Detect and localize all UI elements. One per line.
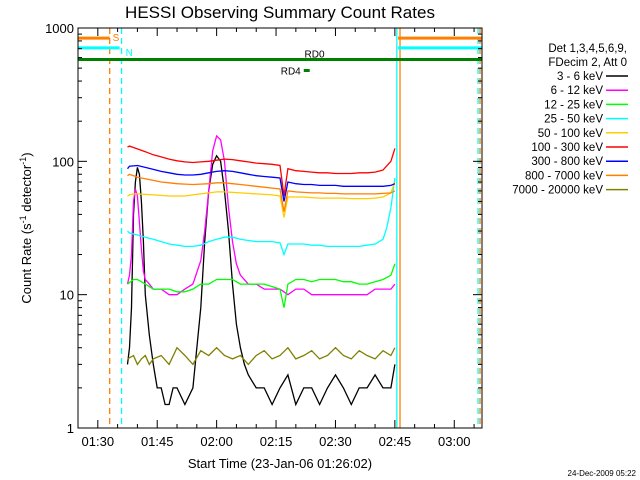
legend-header-line-1: Det 1,3,4,5,6,9, — [548, 43, 627, 55]
flag-label-0: S — [113, 33, 120, 44]
legend-entry-3: 25 - 50 keV — [544, 114, 603, 126]
legend-entry-2: 12 - 25 keV — [544, 99, 603, 111]
legend-entry-0: 3 - 6 keV — [557, 71, 603, 83]
y-axis: 1 10 100 1000 — [45, 21, 482, 436]
y-axis-label: Count Rate (s-1 detector-1) — [18, 152, 34, 303]
flag-label-2: RD0 — [305, 50, 325, 61]
x-tick-label-1: 01:45 — [141, 434, 174, 449]
x-tick-label-0: 01:30 — [82, 434, 115, 449]
legend: Det 1,3,4,5,6,9, FDecim 2, Att 0 3 - 6 k… — [512, 43, 628, 197]
x-tick-label-4: 02:30 — [319, 434, 352, 449]
x-tick-label-3: 02:15 — [260, 434, 293, 449]
x-tick-label-5: 02:45 — [379, 434, 412, 449]
series-line-5 — [127, 145, 396, 197]
series-line-3 — [127, 177, 396, 257]
flag-label-1: N — [126, 48, 133, 59]
flag-label-3: RD4 — [281, 67, 301, 78]
series-line-6 — [126, 164, 396, 202]
plot-frame — [77, 27, 483, 429]
y-tick-label-1: 10 — [60, 288, 74, 303]
legend-header-line-2: FDecim 2, Att 0 — [548, 57, 627, 69]
timestamp: 24-Dec-2009 05:22 — [568, 469, 637, 478]
series-line-0 — [126, 154, 396, 407]
legend-entry-4: 50 - 100 keV — [538, 128, 604, 140]
x-axis-label: Start Time (23-Jan-06 01:26:02) — [188, 456, 372, 471]
x-tick-label-6: 03:00 — [438, 434, 471, 449]
series-line-8 — [127, 346, 396, 366]
legend-entry-6: 300 - 800 keV — [531, 156, 603, 168]
chart-title: HESSI Observing Summary Count Rates — [125, 3, 435, 22]
legend-entry-1: 6 - 12 keV — [551, 85, 604, 97]
series-line-4 — [127, 181, 396, 218]
series-line-7 — [127, 173, 396, 212]
y-tick-label-0: 1 — [67, 421, 74, 436]
legend-entry-7: 800 - 7000 keV — [525, 170, 603, 182]
y-tick-label-2: 100 — [52, 154, 74, 169]
legend-entry-8: 7000 - 20000 keV — [512, 185, 603, 197]
plot-area: SN RD0 RD4 — [78, 28, 482, 428]
legend-entry-5: 100 - 300 keV — [531, 142, 603, 154]
series-line-1 — [126, 134, 396, 296]
series-line-2 — [127, 263, 396, 308]
x-axis: 01:30 01:45 02:00 02:15 02:30 02:45 03:00 — [82, 28, 475, 449]
x-tick-label-2: 02:00 — [200, 434, 233, 449]
y-tick-label-3: 1000 — [45, 21, 74, 36]
